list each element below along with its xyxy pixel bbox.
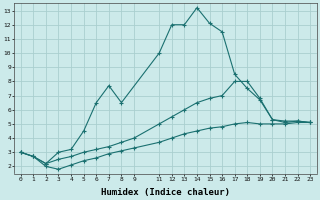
X-axis label: Humidex (Indice chaleur): Humidex (Indice chaleur) xyxy=(101,188,230,197)
